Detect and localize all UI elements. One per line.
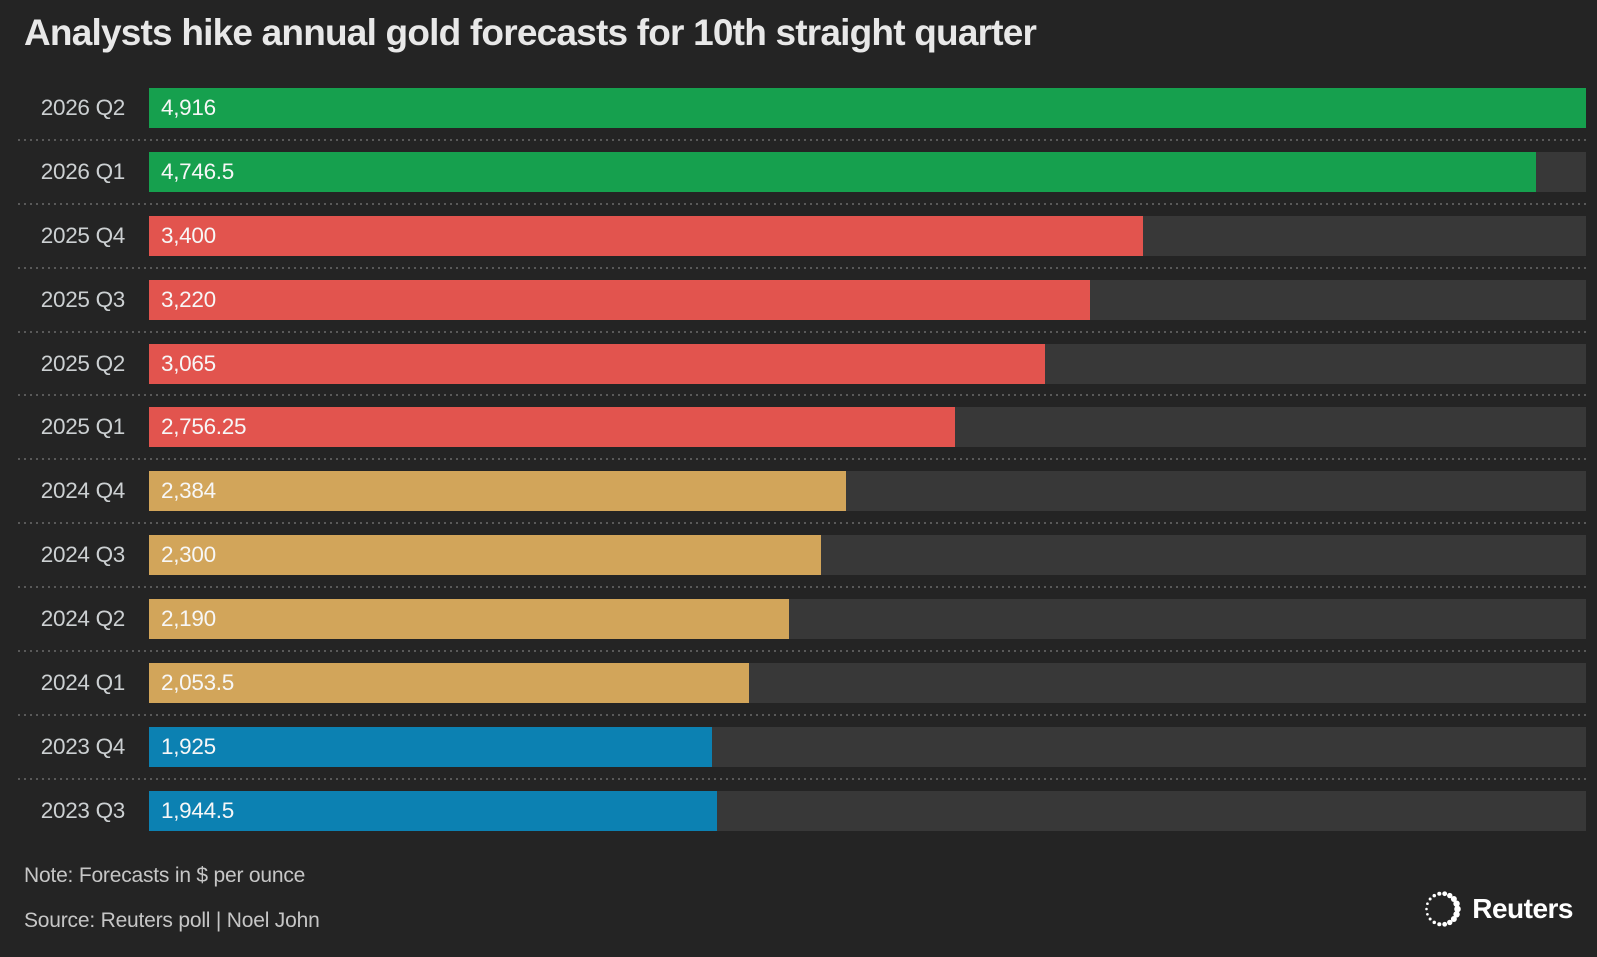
bar-2024-q2: 2,190 (149, 599, 790, 640)
bar-value-label: 1,944.5 (161, 797, 234, 823)
bar-2024-q1: 2,053.5 (149, 662, 750, 703)
chart-note: Note: Forecasts in $ per ounce (24, 864, 306, 887)
category-label: 2023 Q3 (40, 797, 126, 823)
bar-value-label: 2,190 (161, 606, 216, 632)
bar-track: 2,384 (149, 471, 1586, 512)
category-label: 2025 Q2 (40, 350, 126, 376)
bar-track: 2,300 (149, 535, 1586, 576)
category-label: 2024 Q2 (40, 606, 126, 632)
category-label: 2024 Q1 (40, 669, 126, 695)
category-label: 2024 Q3 (40, 542, 126, 568)
bar-track: 3,400 (149, 215, 1586, 256)
bar-value-label: 2,300 (161, 542, 216, 568)
bar-value-label: 1,925 (161, 733, 216, 759)
bar-2025-q3: 3,220 (149, 279, 1091, 320)
bar-chart: 2026 Q2 4,916 2026 Q1 4,746.5 2025 Q4 3,… (18, 76, 1586, 843)
bar-2025-q4: 3,400 (149, 215, 1143, 256)
category-label: 2025 Q1 (40, 414, 126, 440)
chart-row-2024-q1: 2024 Q1 2,053.5 (18, 650, 1586, 715)
category-label: 2024 Q4 (40, 478, 126, 504)
chart-row-2025-q3: 2025 Q3 3,220 (18, 266, 1586, 332)
reuters-wordmark: Reuters (1472, 893, 1573, 924)
bar-value-label: 3,065 (161, 350, 216, 376)
bar-track: 2,053.5 (149, 662, 1586, 703)
bar-track: 3,220 (149, 279, 1586, 320)
chart-row-2026-q1: 2026 Q1 4,746.5 (18, 138, 1586, 204)
bar-2024-q3: 2,300 (149, 535, 822, 576)
bar-value-label: 3,220 (161, 286, 216, 312)
bar-track: 1,944.5 (149, 790, 1586, 831)
chart-row-2026-q2: 2026 Q2 4,916 (24, 76, 1586, 140)
category-label: 2026 Q1 (40, 158, 126, 184)
bar-2023-q4: 1,925 (149, 726, 712, 767)
chart-row-2025-q2: 2025 Q2 3,065 (18, 330, 1586, 396)
category-label: 2025 Q4 (40, 222, 126, 248)
bar-track: 1,925 (149, 726, 1586, 767)
bar-2025-q2: 3,065 (149, 343, 1045, 384)
bar-2025-q1: 2,756.25 (149, 407, 955, 448)
chart-row-2024-q3: 2024 Q3 2,300 (18, 522, 1586, 587)
bar-track: 3,065 (149, 343, 1586, 384)
bar-value-label: 4,916 (161, 94, 216, 120)
bar-2026-q1: 4,746.5 (149, 151, 1537, 192)
bar-value-label: 2,384 (161, 478, 216, 504)
bar-value-label: 2,756.25 (161, 414, 247, 440)
bar-track: 4,746.5 (149, 151, 1586, 192)
category-label: 2023 Q4 (40, 733, 126, 759)
bar-value-label: 2,053.5 (161, 669, 234, 695)
bar-2023-q3: 1,944.5 (149, 790, 718, 831)
bar-2024-q4: 2,384 (149, 471, 846, 512)
category-label: 2025 Q3 (40, 286, 126, 312)
bar-track: 2,756.25 (149, 407, 1586, 448)
bar-track: 4,916 (149, 87, 1586, 128)
bar-value-label: 4,746.5 (161, 158, 234, 184)
bar-value-label: 3,400 (161, 222, 216, 248)
chart-row-2024-q4: 2024 Q4 2,384 (18, 458, 1586, 523)
reuters-logo: Reuters (1421, 887, 1573, 931)
category-label: 2026 Q2 (40, 94, 126, 120)
chart-row-2023-q3: 2023 Q3 1,944.5 (18, 777, 1586, 843)
chart-row-2023-q4: 2023 Q4 1,925 (18, 713, 1586, 779)
bar-track: 2,190 (149, 599, 1586, 640)
reuters-dotted-circle-icon (1421, 888, 1463, 930)
bar-2026-q2: 4,916 (149, 87, 1586, 128)
chart-row-2025-q4: 2025 Q4 3,400 (18, 202, 1586, 268)
chart-source: Source: Reuters poll | Noel John (24, 909, 320, 932)
chart-title: Analysts hike annual gold forecasts for … (24, 12, 1037, 53)
chart-row-2025-q1: 2025 Q1 2,756.25 (18, 394, 1586, 459)
chart-row-2024-q2: 2024 Q2 2,190 (18, 586, 1586, 651)
